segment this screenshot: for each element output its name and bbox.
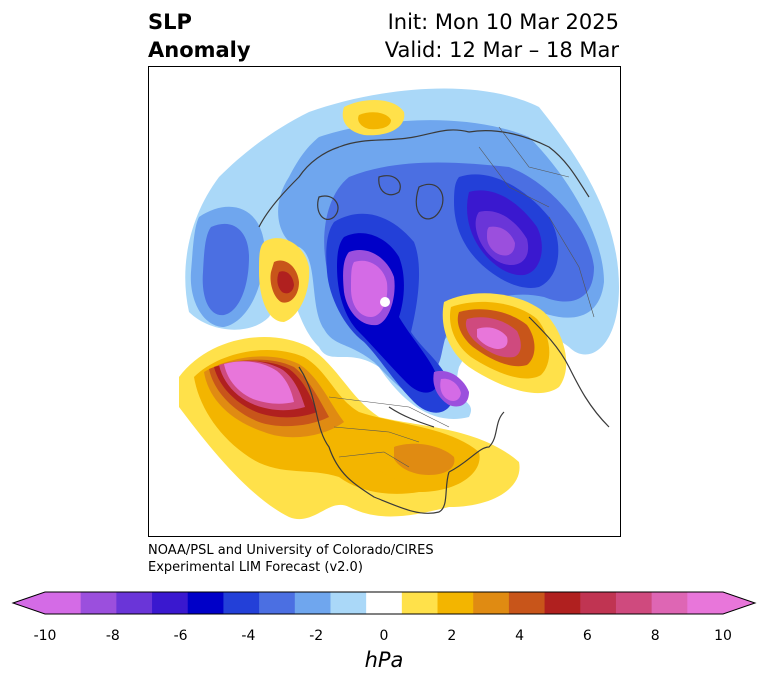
title-right: Init: Mon 10 Mar 2025 Valid: 12 Mar – 18… [385,8,619,64]
colorbar-cell [437,592,474,614]
title-line1: SLP [148,10,192,34]
contour-pos-4-europe [358,112,391,130]
colorbar-cell [615,592,653,614]
political-borders [328,126,595,468]
colorbar-tick-label: 8 [650,628,660,644]
colorbar-extend-min [13,592,45,614]
colorbar-tick-label: 6 [582,628,592,644]
colorbar-cell [294,592,331,614]
colorbar-cell [544,592,581,614]
colorbar-cell [116,592,153,614]
title-left: SLP Anomaly [148,8,251,64]
contour-neg-6-pacific [202,223,249,316]
credit-line1: NOAA/PSL and University of Colorado/CIRE… [148,543,434,558]
north-pole-marker [380,297,390,307]
colorbar-cell [687,592,724,614]
colorbar-cell [651,592,688,614]
colorbar-cell [80,592,117,614]
contour-neg-14-core-west [351,260,388,317]
colorbar-tick-label: 0 [379,628,389,644]
colorbar-cell [508,592,546,614]
colorbar-tick-label: -2 [309,628,324,644]
contour-neg-lowpt-south-core [440,378,461,401]
colorbar-cell [223,592,260,614]
colorbar-cell [580,592,617,614]
colorbar-outline [11,591,757,615]
anomaly-map [179,88,619,520]
colorbar-extend-max [723,592,755,614]
colorbar-tick-label: 10 [714,628,732,644]
credit-text: NOAA/PSL and University of Colorado/CIRE… [148,542,434,576]
map-panel [148,66,621,537]
contour-pos-8-atlantic [277,271,294,294]
colorbar-cell [152,592,189,614]
colorbar-unit: hPa [364,648,404,672]
contour-neg-14-core-east [487,226,515,256]
colorbar-cells [45,592,724,614]
colorbar-cell [45,592,82,614]
colorbar-tick-label: -10 [33,628,57,644]
credit-line2: Experimental LIM Forecast (v2.0) [148,560,363,575]
colorbar-tick-label: -4 [241,628,256,644]
title-line2: Anomaly [148,38,251,62]
colorbar-cell [187,592,224,614]
colorbar-cell [259,592,296,614]
colorbar-tick-label: -8 [105,628,120,644]
init-date: Init: Mon 10 Mar 2025 [387,10,619,34]
colorbar-cell [401,592,439,614]
colorbar-cell [330,592,367,614]
valid-range: Valid: 12 Mar – 18 Mar [384,38,619,62]
colorbar-cell [366,592,403,614]
colorbar [11,591,757,615]
colorbar-tick-label: 4 [515,628,525,644]
contour-pos-14-pacific [224,361,294,404]
colorbar-tick-label: -6 [173,628,188,644]
contour-pos-10-bering [477,327,508,349]
coastlines [258,129,610,514]
colorbar-cell [473,592,510,614]
contour-pos-eastus-6 [394,443,455,475]
colorbar-tick-label: 2 [447,628,457,644]
